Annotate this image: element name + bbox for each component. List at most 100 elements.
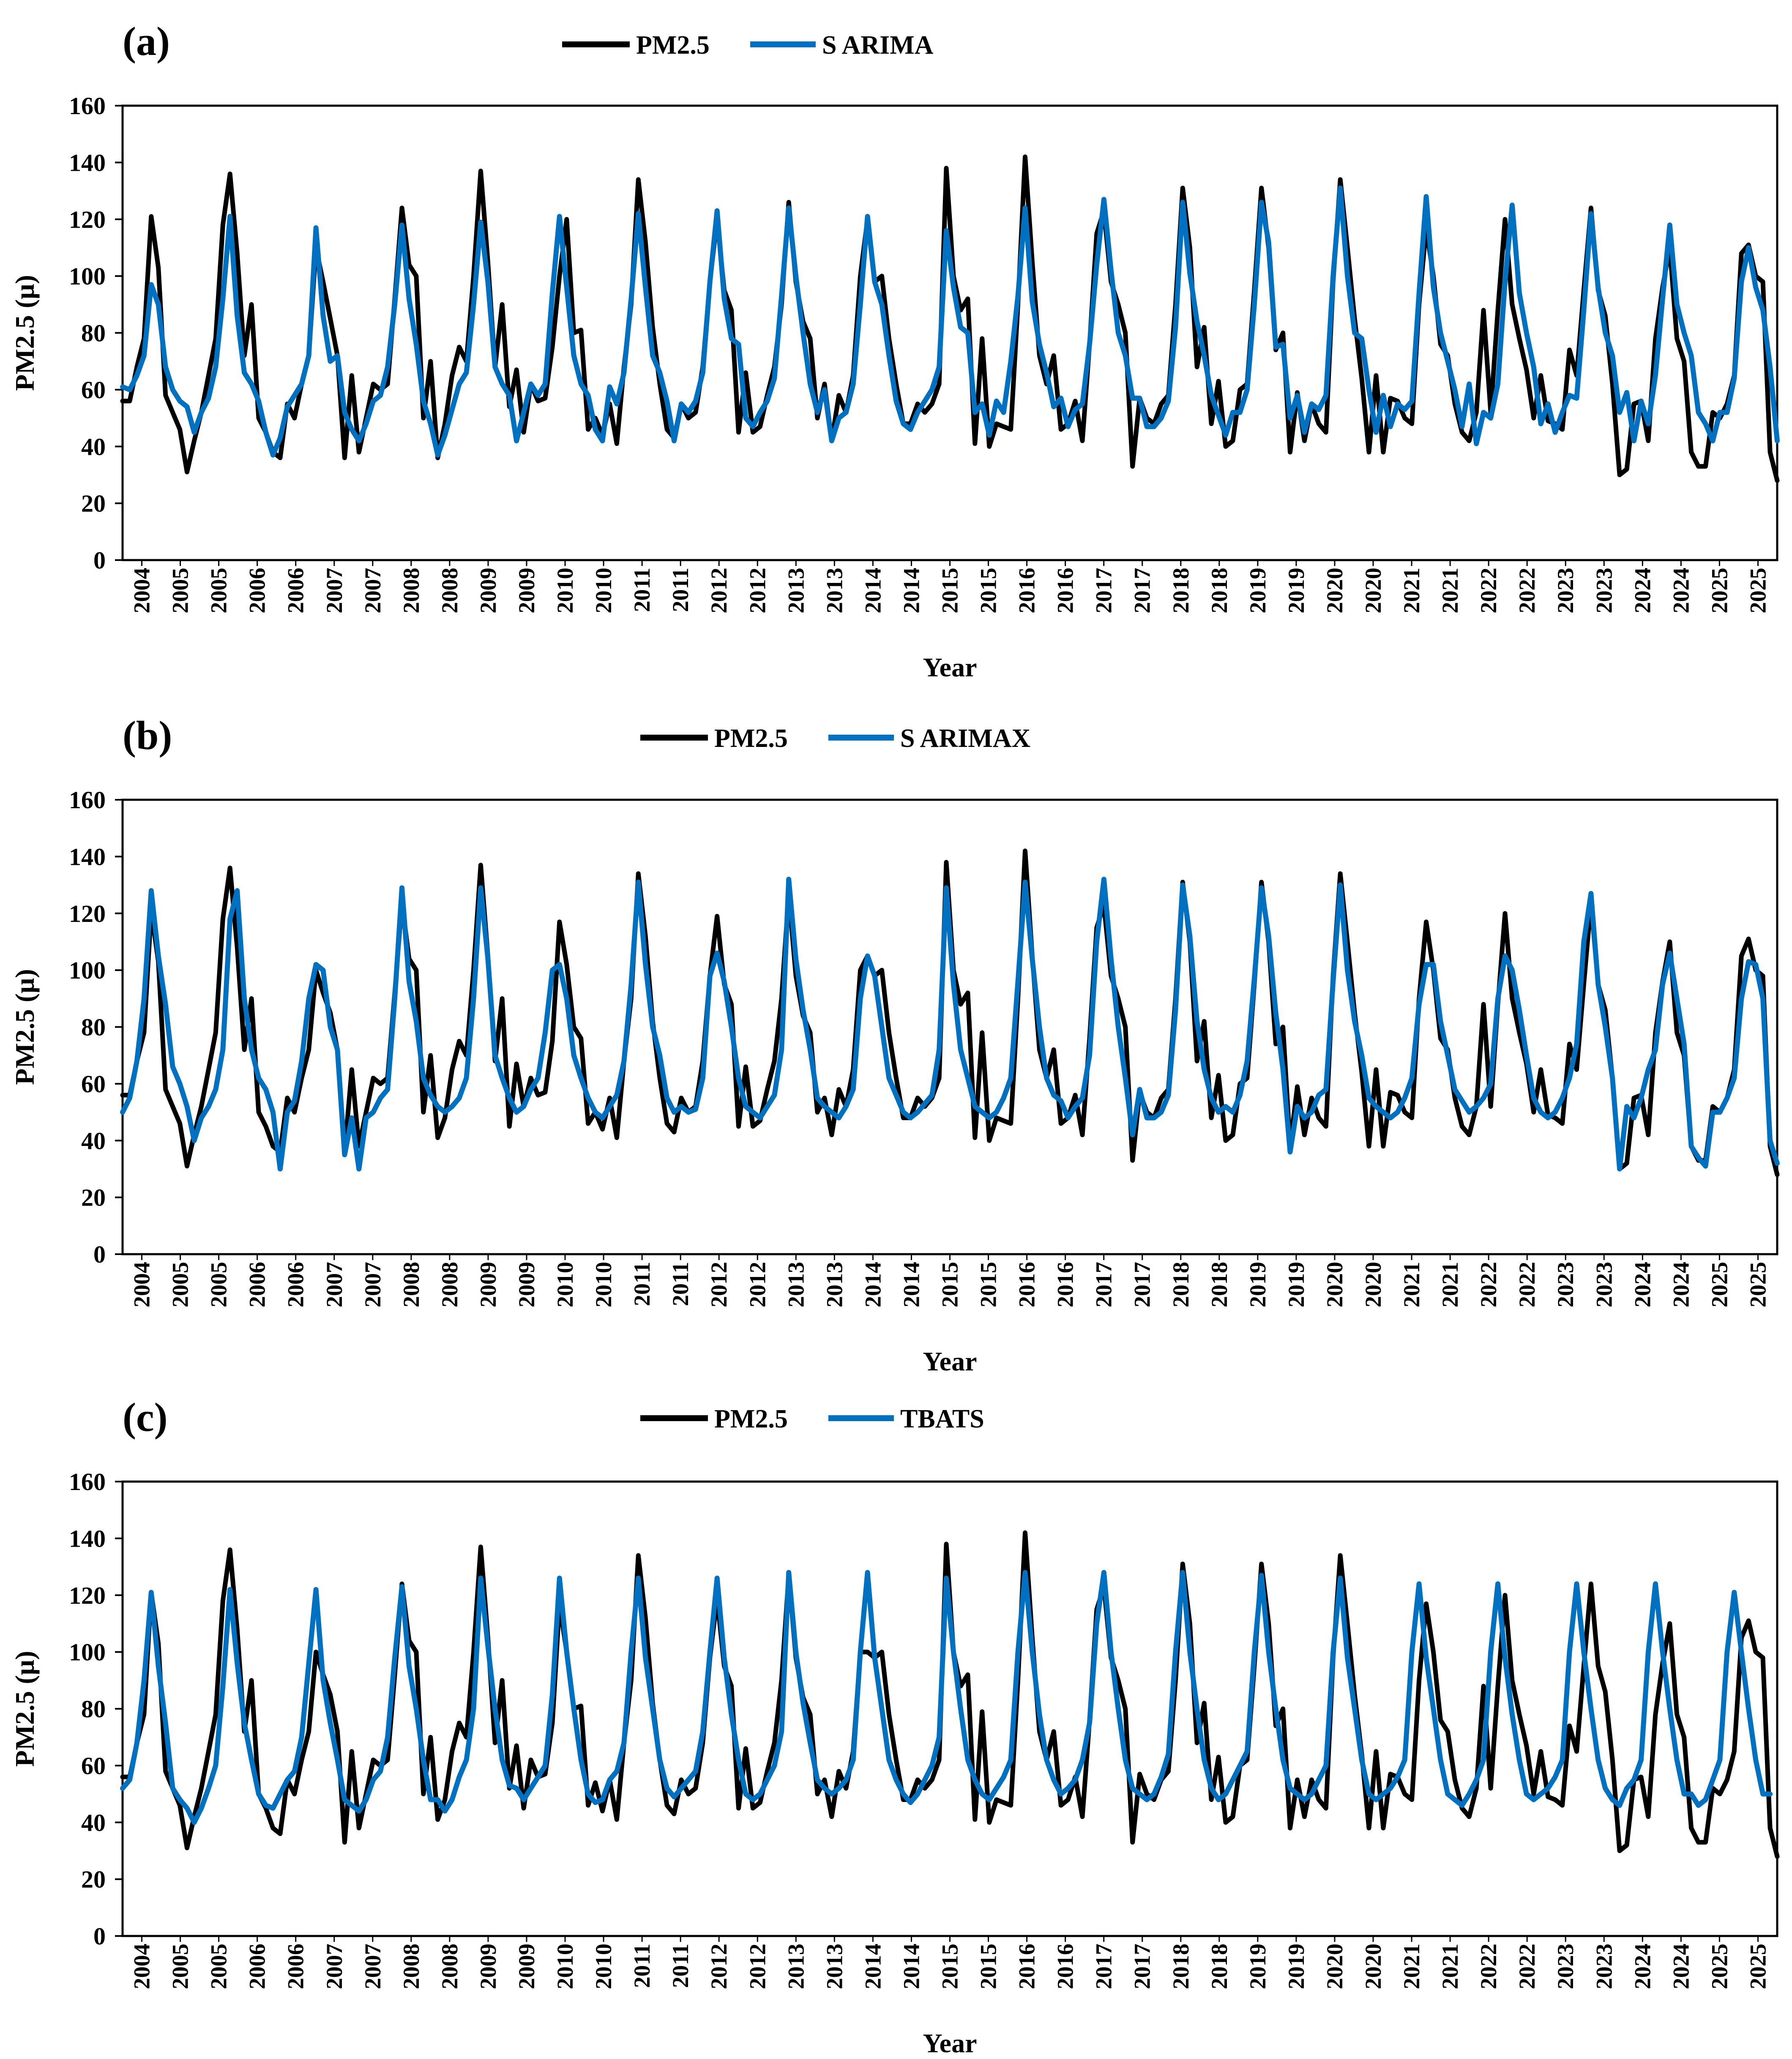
x-tick-label: 2019 xyxy=(1284,568,1309,613)
x-tick-label: 2010 xyxy=(591,568,616,613)
y-tick-label: 160 xyxy=(69,1468,106,1496)
y-tick-label: 140 xyxy=(69,843,106,870)
x-tick-label: 2025 xyxy=(1745,1262,1770,1307)
x-tick-label: 2019 xyxy=(1245,1262,1270,1307)
x-tick-label: 2008 xyxy=(437,568,462,613)
x-tick-label: 2021 xyxy=(1437,1262,1463,1307)
legend-label: S ARIMA xyxy=(822,31,934,60)
x-tick-label: 2007 xyxy=(322,1262,347,1307)
x-tick-label: 2023 xyxy=(1553,1944,1578,1989)
x-tick-label: 2018 xyxy=(1207,568,1232,613)
x-tick-label: 2024 xyxy=(1630,568,1655,613)
y-tick-label: 40 xyxy=(81,1809,106,1836)
y-tick-label: 20 xyxy=(81,1184,106,1211)
x-tick-label: 2008 xyxy=(437,1262,462,1307)
x-tick-label: 2017 xyxy=(1130,568,1155,613)
panel-b: (b) 0 20 40 60 80 100 120 140 160 2004 2005 2005 2006… xyxy=(10,713,1780,1376)
legend-label: PM2.5 xyxy=(714,724,788,753)
x-tick-label: 2022 xyxy=(1476,1262,1501,1307)
series-line-pm2-5 xyxy=(120,154,1780,483)
x-tick-label: 2017 xyxy=(1130,1944,1155,1989)
x-tick-label: 2009 xyxy=(514,1944,539,1989)
y-tick-label: 100 xyxy=(69,957,106,984)
x-tick-label: 2019 xyxy=(1245,568,1270,613)
x-tick-label: 2022 xyxy=(1476,568,1501,613)
x-tick-label: 2005 xyxy=(206,568,232,613)
series-line-pm2-5 xyxy=(120,848,1780,1177)
y-axis-title: PM2.5 (μ) xyxy=(10,275,40,391)
x-tick-label: 2011 xyxy=(668,568,693,612)
x-tick-label: 2024 xyxy=(1630,1262,1655,1307)
x-tick-label: 2012 xyxy=(745,1944,770,1989)
x-tick-label: 2014 xyxy=(860,568,885,613)
x-tick-label: 2015 xyxy=(937,1262,963,1307)
plot-frame xyxy=(121,1480,1778,1937)
x-tick-label: 2025 xyxy=(1707,1262,1732,1307)
x-tick-label: 2009 xyxy=(514,568,539,613)
x-tick-label: 2025 xyxy=(1745,1944,1770,1989)
y-tick-label: 0 xyxy=(93,547,106,574)
x-tick-label: 2014 xyxy=(860,1262,885,1307)
panel-label: (b) xyxy=(123,713,172,758)
x-tick-label: 2013 xyxy=(783,1944,809,1989)
series-line-tbats xyxy=(120,1570,1773,1825)
y-tick-label: 100 xyxy=(69,263,106,290)
x-tick-label: 2012 xyxy=(745,1262,770,1307)
x-tick-label: 2006 xyxy=(283,568,309,613)
y-tick-label: 140 xyxy=(69,149,106,176)
x-tick-label: 2021 xyxy=(1399,1944,1424,1989)
x-tick-label: 2010 xyxy=(552,1262,578,1307)
x-tick-label: 2006 xyxy=(245,1262,270,1307)
x-tick-label: 2013 xyxy=(822,1262,847,1307)
plot-frame xyxy=(121,798,1778,1255)
x-tick-label: 2023 xyxy=(1553,1262,1578,1307)
x-tick-label: 2005 xyxy=(168,1262,193,1307)
x-tick-label: 2016 xyxy=(1053,1944,1078,1989)
x-tick-label: 2024 xyxy=(1668,1262,1694,1307)
x-tick-label: 2009 xyxy=(475,1262,501,1307)
legend: PM2.5 S ARIMAX xyxy=(640,724,1031,753)
x-tick-label: 2016 xyxy=(1014,1262,1040,1307)
x-tick-label: 2020 xyxy=(1360,1944,1386,1989)
x-tick-label: 2020 xyxy=(1322,1944,1347,1989)
x-tick-label: 2011 xyxy=(629,568,655,612)
x-tick-label: 2018 xyxy=(1168,568,1194,613)
x-axis-title: Year xyxy=(923,1346,977,1376)
x-tick-label: 2015 xyxy=(937,568,963,613)
y-tick-label: 100 xyxy=(69,1638,106,1666)
y-tick-label: 160 xyxy=(69,92,106,120)
x-tick-label: 2022 xyxy=(1514,1262,1540,1307)
x-tick-label: 2008 xyxy=(437,1944,462,1989)
x-tick-label: 2005 xyxy=(206,1262,232,1307)
x-tick-label: 2006 xyxy=(245,568,270,613)
y-tick-label: 160 xyxy=(69,786,106,814)
x-tick-label: 2019 xyxy=(1284,1262,1309,1307)
series-line-pm2-5 xyxy=(120,1530,1780,1859)
x-tick-label: 2021 xyxy=(1437,1944,1463,1989)
x-tick-label: 2006 xyxy=(283,1944,309,1989)
x-tick-label: 2007 xyxy=(322,568,347,613)
y-tick-label: 60 xyxy=(81,1070,106,1098)
x-tick-label: 2011 xyxy=(668,1262,693,1306)
x-tick-label: 2015 xyxy=(976,568,1001,613)
x-tick-label: 2024 xyxy=(1668,568,1694,613)
x-tick-label: 2025 xyxy=(1745,568,1770,613)
x-tick-label: 2018 xyxy=(1207,1944,1232,1989)
x-tick-label: 2013 xyxy=(822,568,847,613)
y-tick-label: 80 xyxy=(81,320,106,347)
x-tick-label: 2017 xyxy=(1091,1944,1117,1989)
x-tick-label: 2017 xyxy=(1130,1262,1155,1307)
x-tick-label: 2009 xyxy=(514,1262,539,1307)
legend-label: PM2.5 xyxy=(714,1405,788,1433)
legend-label: PM2.5 xyxy=(636,31,710,60)
x-tick-label: 2005 xyxy=(168,568,193,613)
x-tick-label: 2020 xyxy=(1360,568,1386,613)
x-tick-label: 2023 xyxy=(1591,1944,1617,1989)
x-tick-label: 2015 xyxy=(937,1944,963,1989)
x-axis-title: Year xyxy=(923,2028,977,2058)
y-axis-title: PM2.5 (μ) xyxy=(10,969,40,1085)
x-tick-label: 2022 xyxy=(1514,1944,1540,1989)
x-tick-label: 2024 xyxy=(1668,1944,1694,1989)
x-tick-label: 2024 xyxy=(1630,1944,1655,1989)
x-tick-label: 2013 xyxy=(783,1262,809,1307)
